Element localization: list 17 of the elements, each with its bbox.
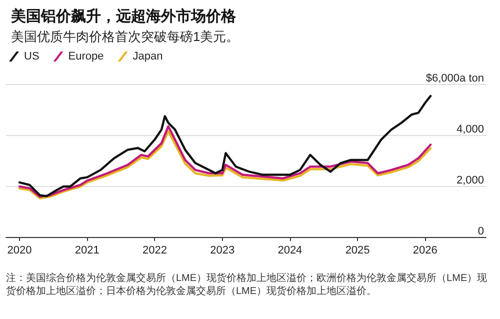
chart-title: 美国铝价飙升，远超海外市场价格: [10, 7, 237, 25]
legend-label: Europe: [68, 50, 104, 62]
y-tick-label: $6,000a ton: [426, 72, 484, 84]
y-tick-label: 2,000: [456, 174, 484, 186]
y-tick-label: 0: [478, 226, 484, 238]
x-tick-label: 2024: [278, 244, 302, 256]
x-tick-label: 2021: [74, 244, 100, 256]
chart-subtitle: 美国优质牛肉价格首次突破每磅1美元。: [11, 29, 240, 44]
y-tick-label: 4,000: [456, 124, 484, 136]
x-tick-label: 2026: [412, 244, 438, 256]
legend-label: US: [24, 50, 40, 62]
x-tick-label: 2023: [210, 244, 235, 256]
x-tick-label: 2025: [345, 244, 370, 256]
text: 注：美国综合价格为伦敦金属交易所（LME）现货价格加上地区溢价；欧洲价格为伦敦金属交易所（LME）现货价格加上地区溢价；日本价格为伦敦金属交易所（LME）现货价格加上地区溢价。: [6, 272, 488, 297]
x-tick-label: 2020: [7, 244, 32, 256]
x-tick-label: 2022: [142, 244, 167, 256]
legend-label: Japan: [132, 50, 163, 62]
